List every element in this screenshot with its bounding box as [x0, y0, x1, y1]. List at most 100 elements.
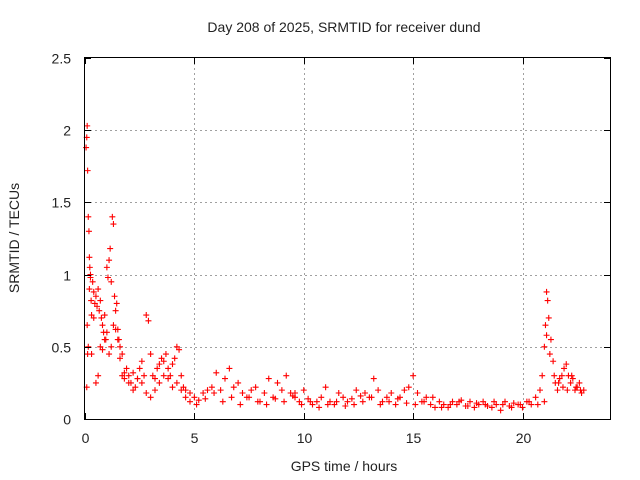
data-point [222, 375, 228, 382]
data-point [517, 401, 524, 408]
data-point [283, 372, 290, 379]
data-point [541, 398, 548, 405]
data-point [248, 387, 255, 394]
data-point [555, 379, 562, 386]
data-point [152, 375, 158, 382]
x-tick-label: 5 [191, 430, 199, 446]
data-point [191, 394, 198, 401]
data-point [193, 401, 200, 408]
data-point [272, 395, 279, 402]
data-point [274, 379, 281, 386]
data-point [401, 387, 408, 394]
data-point [324, 401, 331, 408]
data-point [447, 401, 454, 408]
data-point [109, 213, 116, 220]
data-point [219, 398, 226, 405]
data-point [178, 387, 185, 394]
data-point [84, 167, 91, 174]
data-point [160, 372, 167, 379]
data-point [85, 228, 92, 235]
data-point [147, 394, 154, 401]
data-point [410, 372, 417, 379]
data-point [200, 390, 207, 397]
data-point [318, 394, 325, 401]
data-point [84, 122, 91, 129]
data-point [558, 372, 565, 379]
data-point [362, 390, 368, 397]
data-point [357, 392, 364, 399]
data-point [403, 400, 410, 407]
data-point [544, 297, 551, 304]
data-point [534, 401, 541, 408]
data-point [551, 372, 558, 379]
data-point [95, 286, 102, 293]
data-point [108, 278, 115, 285]
data-point [252, 384, 259, 391]
data-point [467, 398, 473, 405]
data-point [559, 384, 566, 391]
data-point [377, 401, 384, 408]
data-point [113, 300, 120, 307]
data-point [103, 264, 110, 271]
data-point [499, 401, 506, 408]
data-point [278, 387, 285, 394]
data-point [89, 278, 96, 285]
data-point [173, 379, 180, 386]
data-points [83, 122, 587, 414]
data-point [547, 336, 554, 343]
data-point [169, 361, 176, 368]
data-point [567, 379, 574, 386]
data-point [237, 401, 244, 408]
data-point [90, 314, 97, 321]
data-point [178, 372, 185, 379]
data-point [532, 394, 539, 401]
data-point [261, 390, 268, 397]
data-point [254, 398, 261, 405]
data-point [114, 336, 121, 343]
data-point [88, 297, 95, 304]
data-point [162, 351, 169, 358]
data-point [421, 398, 428, 405]
data-point [464, 403, 471, 410]
chart-title: Day 208 of 2025, SRMTID for receiver dun… [207, 19, 480, 35]
data-point [569, 375, 576, 382]
data-point [432, 404, 438, 411]
x-tick-label: 15 [406, 430, 422, 446]
data-point [263, 401, 270, 408]
x-tick-label: 0 [82, 430, 90, 446]
data-point [335, 390, 342, 397]
data-point [85, 343, 92, 350]
data-point [482, 401, 489, 408]
data-point [429, 394, 436, 401]
data-point [394, 395, 401, 402]
data-point [577, 387, 584, 394]
data-point [138, 358, 145, 365]
data-point [141, 372, 148, 379]
data-point [104, 274, 111, 281]
data-point [576, 379, 583, 386]
data-point [208, 384, 215, 391]
x-axis-label: GPS time / hours [291, 458, 398, 474]
x-tick-label: 20 [516, 430, 532, 446]
data-point [510, 400, 517, 407]
data-point [213, 369, 220, 376]
data-point [340, 394, 347, 401]
y-tick-label: 0 [63, 412, 71, 428]
data-point [85, 213, 92, 220]
data-point [563, 361, 570, 368]
data-point [107, 245, 114, 252]
data-point [239, 390, 246, 397]
data-point [281, 398, 288, 405]
data-point [543, 288, 550, 295]
data-point [351, 401, 358, 408]
data-point [488, 404, 495, 411]
data-point [375, 387, 382, 394]
data-point [160, 358, 167, 365]
data-point [265, 375, 272, 382]
data-point [554, 387, 561, 394]
data-point [117, 343, 123, 350]
data-point [136, 365, 143, 372]
data-point [568, 372, 575, 379]
data-point [539, 372, 546, 379]
